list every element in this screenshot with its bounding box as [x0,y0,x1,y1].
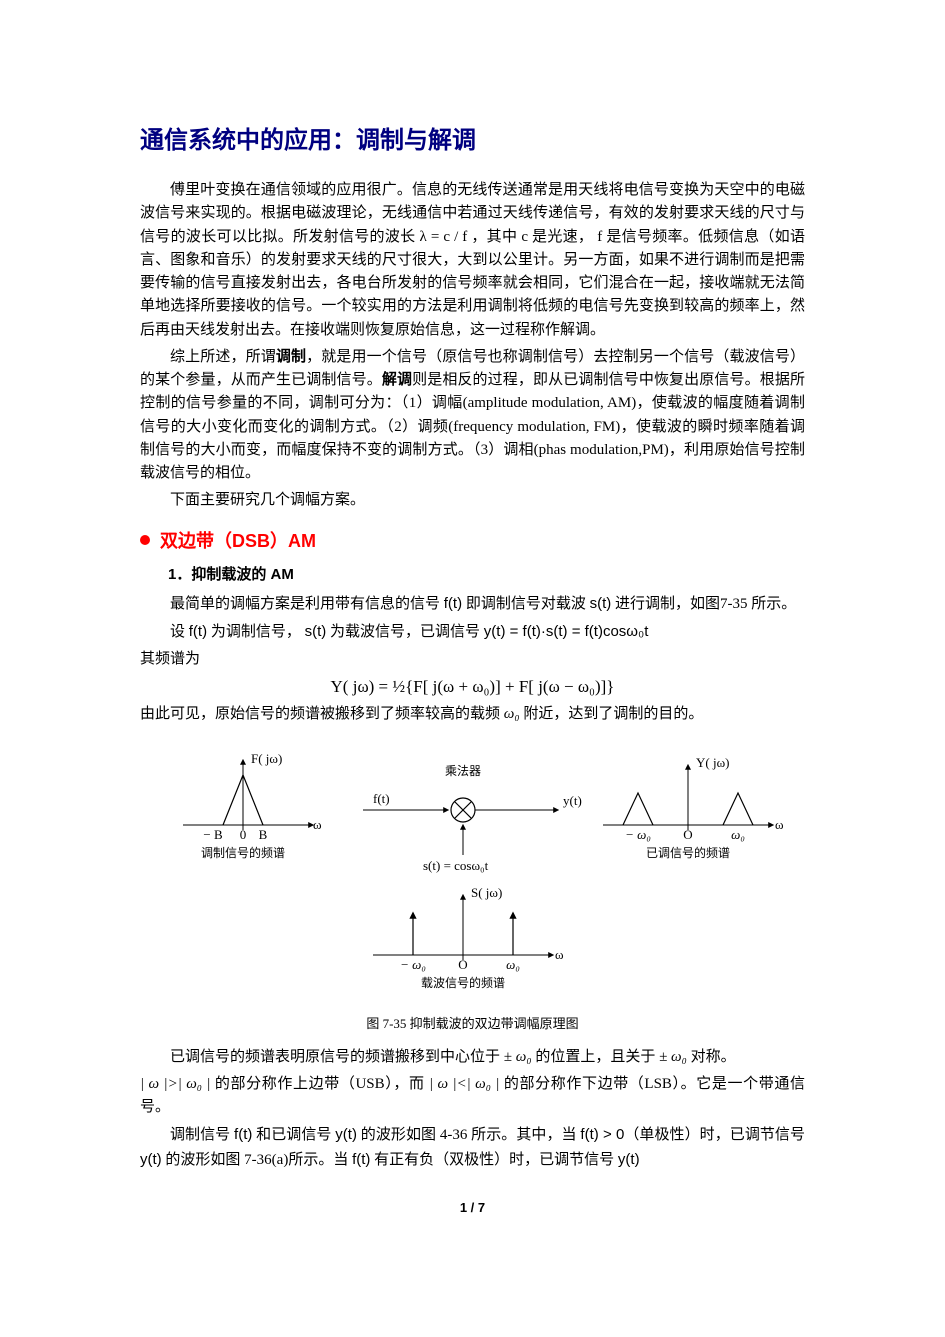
paragraph-10: 调制信号 f(t) 和已调信号 y(t) 的波形如图 4-36 所示。其中，当 … [140,1123,805,1172]
document-page: 通信系统中的应用：调制与解调 傅里叶变换在通信领域的应用很广。信息的无线传送通常… [0,0,945,1255]
p10-yt3: y(t) [618,1151,640,1168]
subsection-1: 1．抑制载波的 AM [168,563,805,584]
p10a: 调制信号 [170,1127,234,1143]
p10-ft2: f(t) [352,1151,370,1168]
label-Sjw: S( jω) [471,885,502,900]
label-zero-1: 0 [239,827,246,842]
page-number: 1 / 7 [140,1200,805,1215]
label-st: s(t) = cosω₀t [423,858,489,873]
p5a: 设 [170,624,189,640]
p10-ft: f(t) [234,1126,252,1143]
p8-pmw0-1: ± ω₀ [504,1049,532,1065]
p5-st: s(t) [305,623,327,640]
p10f: 有正有负（双极性）时，已调节信号 [370,1152,618,1168]
label-ft: f(t) [373,791,390,806]
label-multiplier: 乘法器 [444,764,480,778]
p9b: 的部分称作上边带（USB），而 [211,1076,429,1092]
page-num-text: 1 / 7 [460,1200,485,1215]
label-minus-w0: − ω₀ [400,957,426,972]
figure-svg: F( jω) ω − B 0 B 调制信号的频谱 乘法器 f(t) y(t) [163,745,783,1005]
p4-st: s(t) [590,595,612,612]
p10-yt2: y(t) [140,1151,162,1168]
p4c: 进行调制，如图7-35 所示。 [611,596,796,612]
p4-ft: f(t) [444,595,462,612]
label-omega-3: ω [775,817,783,832]
p10-yt: y(t) [335,1126,357,1143]
p8a: 已调信号的频谱表明原信号的频谱搬移到中心位于 [170,1049,504,1065]
equation-1: Y( jω) = ½{F[ j(ω + ω₀)] + F[ j(ω − ω₀)]… [140,677,805,697]
label-w0-y: ω₀ [731,827,745,842]
p7-w0: ω₀ [504,706,520,722]
paragraph-3: 下面主要研究几个调幅方案。 [140,489,805,512]
label-B: B [258,827,267,842]
cap-carrierspec: 载波信号的频谱 [420,975,504,990]
label-omega-2: ω [555,947,564,962]
paragraph-7: 由此可见，原始信号的频谱被搬移到了频率较高的载频 ω₀ 附近，达到了调制的目的。 [140,703,805,726]
label-minusB: − B [203,827,223,842]
page-title: 通信系统中的应用：调制与解调 [140,120,805,155]
p5-eq: y(t) = f(t)·s(t) = f(t)cosω₀t [484,623,649,640]
section-1-title: 双边带（DSB）AM [160,527,316,553]
paragraph-5: 设 f(t) 为调制信号， s(t) 为载波信号，已调信号 y(t) = f(t… [140,620,805,644]
p2-bold2: 解调 [382,372,412,388]
label-minus-w0-y: − ω₀ [625,827,651,842]
paragraph-8: 已调信号的频谱表明原信号的频谱搬移到中心位于 ± ω₀ 的位置上，且关于 ± ω… [140,1046,805,1069]
multiplier-block: 乘法器 f(t) y(t) s(t) = cosω₀t [363,764,582,873]
p10e: 的波形如图 7-36(a)所示。当 [162,1152,352,1168]
p5c: 为载波信号，已调信号 [326,624,484,640]
label-Yjw: Y( jω) [696,755,729,770]
figure-7-35: F( jω) ω − B 0 B 调制信号的频谱 乘法器 f(t) y(t) [140,745,805,1005]
p5b: 为调制信号， [207,624,305,640]
p4a: 最简单的调幅方案是利用带有信息的信号 [170,596,444,612]
label-O-y: O [683,827,692,842]
label-yt: y(t) [563,793,582,808]
paragraph-6: 其频谱为 [140,648,805,671]
p9a: | ω |>| ω₀ | [140,1076,211,1092]
paragraph-9: | ω |>| ω₀ | 的部分称作上边带（USB），而 | ω |<| ω₀ … [140,1073,805,1120]
paragraph-1: 傅里叶变换在通信领域的应用很广。信息的无线传送通常是用天线将电信号变换为天空中的… [140,179,805,342]
cap-modulatedspec: 已调信号的频谱 [645,845,729,860]
label-w0: ω₀ [506,957,520,972]
p8-pmw0-2: ± ω₀ [659,1049,687,1065]
p9c: | ω |<| ω₀ | [429,1076,500,1092]
bullet-icon [140,535,150,545]
p2-bold1: 调制 [276,349,306,365]
p10b: 和已调信号 [252,1127,335,1143]
p5-ft: f(t) [189,623,207,640]
paragraph-2: 综上所述，所谓调制，就是用一个信号（原信号也称调制信号）去控制另一个信号（载波信… [140,346,805,486]
carrier-spectrum: S( jω) ω − ω₀ O ω₀ 载波信号的频谱 [373,885,564,990]
p10d: （单极性）时，已调节信号 [624,1127,805,1143]
p10c: 的波形如图 4-36 所示。其中，当 [357,1127,580,1143]
modulated-spectrum: Y( jω) ω − ω₀ O ω₀ 已调信号的频谱 [603,755,783,860]
label-O-s: O [458,957,467,972]
paragraph-4: 最简单的调幅方案是利用带有信息的信号 f(t) 即调制信号对载波 s(t) 进行… [140,592,805,616]
label-Fjw: F( jω) [251,751,282,766]
p7b: 附近，达到了调制的目的。 [520,706,704,722]
p2c: 则是相反的过程，即从已调制信号中恢复出原信号。根据所控制的信号参量的不同，调制可… [140,372,805,481]
p4b: 即调制信号对载波 [462,596,590,612]
p2a: 综上所述，所谓 [170,349,276,365]
modulating-spectrum: F( jω) ω − B 0 B 调制信号的频谱 [183,751,322,860]
figure-caption: 图 7-35 抑制载波的双边带调幅原理图 [140,1013,805,1032]
label-omega-1: ω [313,817,322,832]
p7a: 由此可见，原始信号的频谱被搬移到了频率较高的载频 [140,706,504,722]
p8c: 对称。 [687,1049,736,1065]
cap-modspec: 调制信号的频谱 [200,845,284,860]
p10-ftgt: f(t) > 0 [580,1126,624,1143]
p8b: 的位置上，且关于 [532,1049,660,1065]
section-1-head: 双边带（DSB）AM [140,527,805,553]
